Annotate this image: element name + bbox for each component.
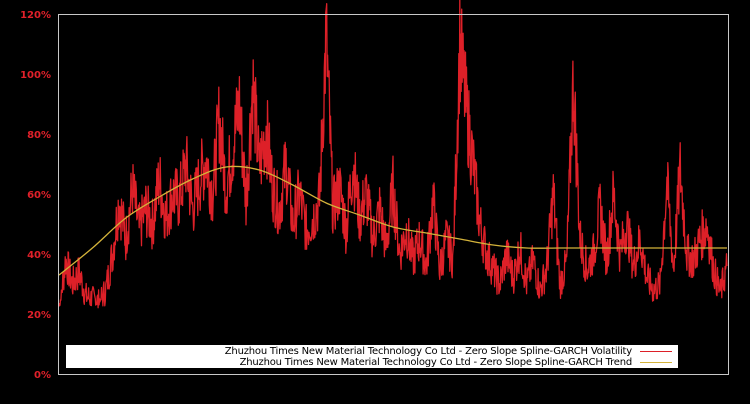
plot-frame (58, 14, 729, 375)
y-tick-label: 60% (27, 190, 51, 201)
legend-item-volatility: Zhuzhou Times New Material Technology Co… (225, 346, 678, 357)
chart-legend: Zhuzhou Times New Material Technology Co… (66, 345, 678, 368)
y-tick-label: 100% (20, 70, 51, 81)
trend-line (58, 165, 727, 276)
legend-swatch-volatility (640, 351, 672, 352)
y-tick-label: 0% (34, 370, 51, 381)
y-tick-label: 80% (27, 130, 51, 141)
legend-label-volatility: Zhuzhou Times New Material Technology Co… (224, 346, 632, 357)
plot-area (58, 0, 728, 309)
y-tick-label: 120% (20, 10, 51, 21)
volatility-line (58, 0, 728, 309)
legend-label-trend: Zhuzhou Times New Material Technology Co… (239, 357, 633, 368)
y-tick-label: 40% (27, 250, 51, 261)
y-tick-label: 20% (27, 310, 51, 321)
legend-swatch-trend (640, 362, 672, 363)
y-axis-tick-labels: 0% 20% 40% 60% 80% 100% 120% (20, 10, 51, 381)
legend-item-trend: Zhuzhou Times New Material Technology Co… (240, 357, 678, 368)
